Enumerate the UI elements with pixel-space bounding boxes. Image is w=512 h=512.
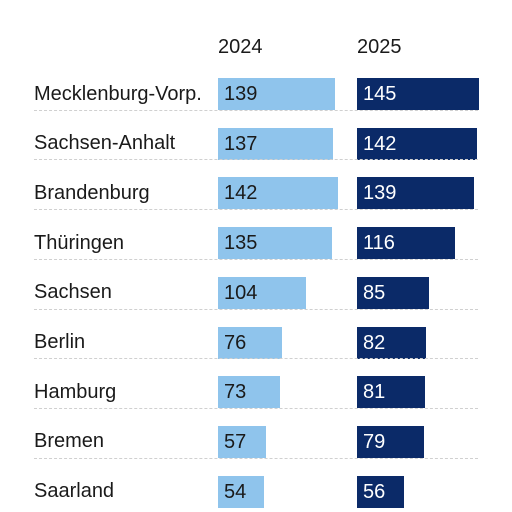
- row-separator: [34, 308, 478, 310]
- row-separator: [34, 258, 478, 260]
- bar: [218, 127, 334, 160]
- bar: [218, 276, 306, 309]
- category-label: Hamburg: [34, 380, 117, 403]
- bar: [357, 127, 477, 160]
- row-separator: [34, 407, 478, 409]
- row-separator: [34, 457, 478, 459]
- bar: [357, 276, 429, 309]
- bar: [218, 376, 280, 409]
- bar: [218, 326, 283, 359]
- bar: [218, 227, 332, 260]
- category-label: Saarland: [34, 480, 115, 503]
- value-label: 135: [224, 232, 258, 255]
- value-label: 139: [224, 83, 258, 105]
- bar: [357, 227, 455, 260]
- row-separator: [34, 209, 478, 211]
- value-label: 82: [363, 331, 386, 354]
- value-label: 79: [363, 430, 386, 453]
- value-label: 142: [224, 182, 258, 205]
- value-label: 116: [363, 232, 395, 255]
- bar: [218, 78, 336, 110]
- value-label: 81: [363, 381, 386, 404]
- bar: [357, 425, 424, 458]
- category-label: Brandenburg: [34, 181, 150, 204]
- bar: [218, 177, 338, 210]
- value-label: 137: [224, 132, 258, 155]
- value-label: 57: [224, 430, 247, 453]
- bar: [357, 326, 427, 359]
- row-separator: [34, 358, 478, 360]
- bar: [218, 475, 264, 508]
- category-label: Bremen: [34, 430, 105, 453]
- value-label: 139: [363, 182, 397, 205]
- value-label: 104: [224, 281, 258, 304]
- bar: [357, 177, 475, 210]
- value-label: 56: [363, 480, 386, 503]
- value-label: 145: [363, 83, 397, 105]
- value-label: 76: [224, 331, 247, 354]
- bar: [357, 78, 480, 110]
- category-label: Sachsen-Anhalt: [34, 132, 176, 155]
- category-label: Mecklenburg-Vorp.: [34, 82, 202, 105]
- category-label: Berlin: [34, 331, 86, 353]
- bar: [357, 475, 405, 508]
- category-label: Sachsen: [34, 281, 112, 304]
- bar: [218, 425, 267, 458]
- category-label: Thüringen: [34, 231, 125, 254]
- value-label: 142: [363, 132, 397, 155]
- value-label: 85: [363, 281, 386, 304]
- value-label: 73: [224, 381, 247, 404]
- row-separator: [34, 109, 478, 111]
- value-label: 54: [224, 480, 247, 503]
- column-header: 2024: [218, 36, 263, 58]
- column-header: 2025: [357, 36, 402, 58]
- row-separator: [34, 159, 478, 161]
- bar: [357, 376, 426, 409]
